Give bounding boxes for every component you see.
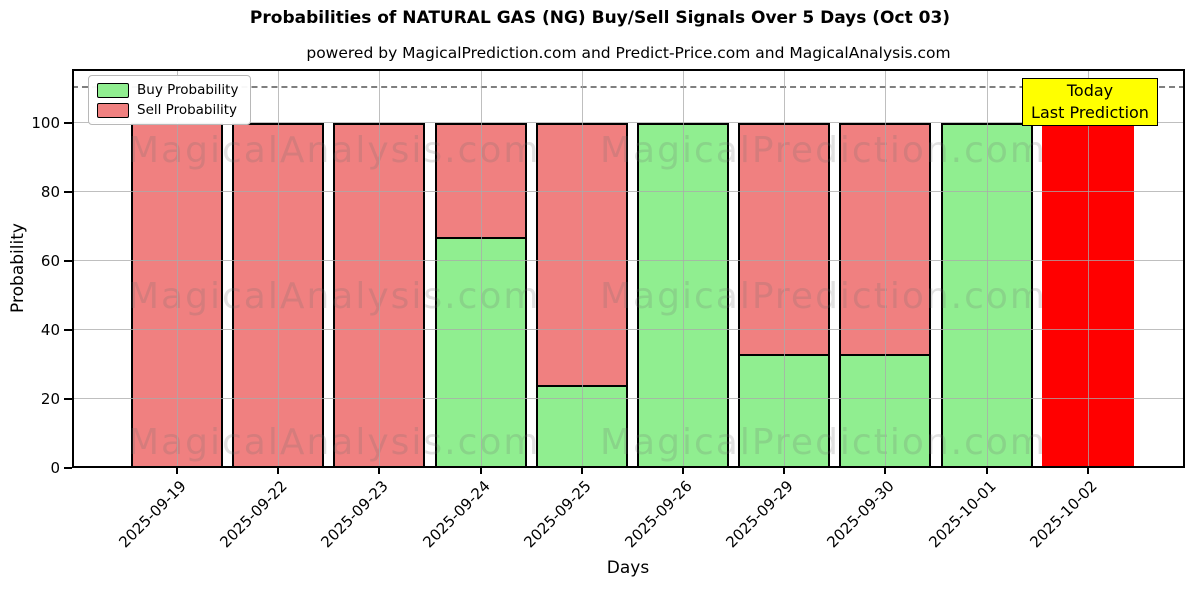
today-annotation: Today Last Prediction bbox=[1022, 78, 1158, 126]
y-tick-label: 60 bbox=[40, 251, 60, 270]
v-gridline bbox=[986, 69, 988, 468]
legend-label-sell: Sell Probability bbox=[137, 102, 238, 118]
v-gridline bbox=[683, 69, 684, 468]
v-gridline bbox=[885, 69, 887, 468]
x-tick-mark bbox=[783, 468, 786, 474]
h-gridline bbox=[72, 328, 1185, 330]
x-tick-mark bbox=[682, 468, 684, 474]
x-tick-mark bbox=[378, 468, 381, 474]
sell-swatch bbox=[97, 102, 129, 118]
watermark-text-left: MagicalAnalysis.com bbox=[128, 130, 541, 171]
h-gridline bbox=[72, 121, 1185, 123]
h-gridline bbox=[72, 397, 1185, 399]
x-axis-label: Days bbox=[606, 558, 650, 578]
today-annotation-line2: Last Prediction bbox=[1031, 103, 1149, 122]
h-gridline bbox=[72, 190, 1185, 192]
y-tick-mark bbox=[64, 397, 72, 400]
x-tick-mark bbox=[884, 468, 887, 474]
v-gridline bbox=[784, 69, 786, 468]
y-tick-mark bbox=[64, 467, 72, 469]
legend: Buy Probability Sell Probability bbox=[88, 75, 252, 125]
legend-item-buy: Buy Probability bbox=[97, 82, 238, 98]
x-tick-label: 2025-09-24 bbox=[418, 477, 494, 552]
plot-area: Buy Probability Sell Probability Today L… bbox=[72, 69, 1185, 468]
today-annotation-line1: Today bbox=[1066, 81, 1114, 100]
v-gridline bbox=[177, 69, 178, 468]
v-gridline bbox=[581, 69, 583, 468]
x-tick-label: 2025-09-23 bbox=[317, 477, 393, 552]
x-tick-label: 2025-09-30 bbox=[823, 477, 899, 552]
y-tick-label: 100 bbox=[31, 113, 60, 132]
v-gridline bbox=[379, 69, 381, 468]
x-tick-mark bbox=[1086, 468, 1089, 474]
chart-subtitle: powered by MagicalPrediction.com and Pre… bbox=[306, 44, 951, 62]
y-tick-mark bbox=[64, 121, 72, 124]
y-tick-label: 80 bbox=[40, 182, 60, 201]
watermark-text-left: MagicalAnalysis.com bbox=[128, 422, 541, 463]
v-gridline bbox=[480, 69, 482, 468]
watermark-text-right: MagicalPrediction.com bbox=[600, 276, 1047, 317]
watermark-text-left: MagicalAnalysis.com bbox=[128, 276, 541, 317]
x-tick-label: 2025-10-01 bbox=[924, 477, 1000, 552]
v-gridline bbox=[278, 69, 280, 468]
x-tick-mark bbox=[580, 468, 583, 474]
x-tick-mark bbox=[176, 468, 178, 474]
v-gridline bbox=[1087, 69, 1089, 468]
legend-label-buy: Buy Probability bbox=[137, 82, 239, 98]
y-tick-mark bbox=[64, 328, 72, 331]
dashed-threshold-line bbox=[72, 86, 1185, 88]
x-tick-mark bbox=[985, 468, 988, 474]
x-tick-label: 2025-09-29 bbox=[722, 477, 797, 552]
y-tick-mark bbox=[64, 190, 72, 193]
x-tick-label: 2025-09-19 bbox=[115, 477, 190, 552]
y-tick-label: 0 bbox=[50, 459, 60, 477]
x-tick-label: 2025-09-25 bbox=[520, 477, 595, 552]
x-tick-mark bbox=[479, 468, 482, 474]
x-tick-label: 2025-09-22 bbox=[216, 477, 291, 552]
h-gridline bbox=[72, 259, 1185, 261]
buy-swatch bbox=[97, 82, 129, 98]
x-tick-label: 2025-10-02 bbox=[1026, 477, 1101, 552]
y-tick-label: 40 bbox=[40, 320, 60, 339]
watermark-text-right: MagicalPrediction.com bbox=[600, 422, 1047, 463]
x-tick-mark bbox=[277, 468, 280, 474]
y-tick-mark bbox=[64, 259, 72, 262]
y-tick-label: 20 bbox=[40, 389, 60, 408]
legend-item-sell: Sell Probability bbox=[97, 102, 238, 118]
watermark-text-right: MagicalPrediction.com bbox=[600, 130, 1047, 171]
chart-title: Probabilities of NATURAL GAS (NG) Buy/Se… bbox=[249, 8, 951, 28]
